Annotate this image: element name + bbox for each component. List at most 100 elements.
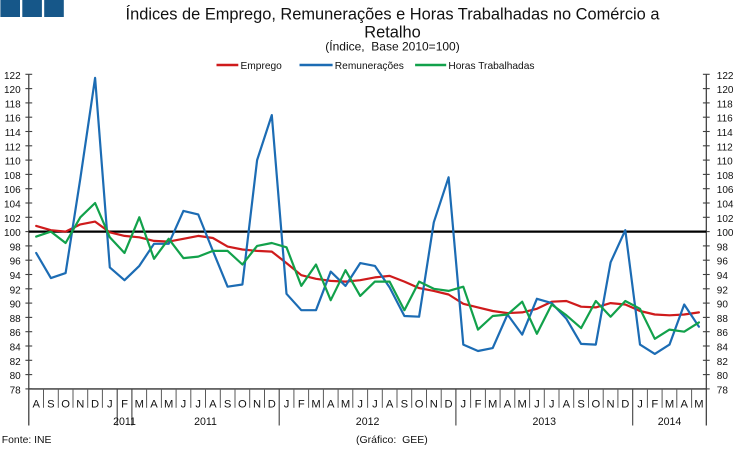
svg-text:Emprego: Emprego: [241, 61, 283, 72]
svg-text:80: 80: [717, 371, 729, 382]
svg-text:J: J: [195, 398, 201, 410]
svg-text:N: N: [430, 398, 438, 410]
svg-text:J: J: [107, 398, 113, 410]
svg-text:114: 114: [5, 128, 21, 139]
svg-text:F: F: [298, 398, 305, 410]
svg-text:86: 86: [717, 328, 729, 339]
svg-text:D: D: [621, 398, 629, 410]
svg-text:M: M: [311, 398, 320, 410]
svg-text:F: F: [651, 398, 658, 410]
svg-text:D: D: [91, 398, 99, 410]
svg-text:88: 88: [717, 314, 729, 325]
svg-text:D: D: [268, 398, 276, 410]
svg-text:F: F: [475, 398, 482, 410]
svg-text:84: 84: [10, 343, 22, 354]
svg-text:J: J: [181, 398, 187, 410]
svg-text:S: S: [224, 398, 231, 410]
svg-text:118: 118: [5, 99, 21, 110]
svg-text:F: F: [121, 398, 128, 410]
svg-text:98: 98: [10, 242, 22, 253]
svg-text:O: O: [238, 398, 247, 410]
svg-text:90: 90: [717, 300, 729, 311]
svg-text:82: 82: [10, 357, 22, 368]
svg-text:108: 108: [717, 171, 734, 182]
svg-text:118: 118: [717, 99, 733, 110]
svg-text:J: J: [461, 398, 467, 410]
svg-text:D: D: [445, 398, 453, 410]
svg-text:100: 100: [4, 228, 21, 239]
svg-text:M: M: [341, 398, 350, 410]
svg-text:A: A: [32, 398, 40, 410]
svg-text:J: J: [284, 398, 290, 410]
svg-text:S: S: [47, 398, 54, 410]
svg-text:M: M: [164, 398, 173, 410]
svg-text:82: 82: [717, 357, 729, 368]
svg-text:104: 104: [717, 200, 734, 211]
svg-text:112: 112: [717, 142, 733, 153]
svg-text:114: 114: [717, 128, 733, 139]
svg-text:96: 96: [10, 257, 22, 268]
svg-text:M: M: [518, 398, 527, 410]
svg-text:94: 94: [717, 271, 729, 282]
svg-text:96: 96: [717, 257, 729, 268]
svg-text:M: M: [135, 398, 144, 410]
svg-text:A: A: [386, 398, 394, 410]
svg-text:106: 106: [717, 185, 734, 196]
svg-text:122: 122: [717, 71, 734, 82]
svg-text:(Índice, Base 2010=100): (Índice, Base 2010=100): [325, 38, 459, 53]
svg-text:J: J: [534, 398, 540, 410]
svg-text:102: 102: [717, 214, 734, 225]
svg-text:120: 120: [717, 85, 734, 96]
svg-text:92: 92: [10, 285, 22, 296]
svg-text:M: M: [665, 398, 674, 410]
svg-text:A: A: [563, 398, 571, 410]
svg-text:J: J: [372, 398, 378, 410]
svg-text:78: 78: [717, 385, 729, 396]
svg-text:104: 104: [4, 200, 21, 211]
svg-text:S: S: [401, 398, 408, 410]
svg-text:Índices de Emprego, Remuneraçõ: Índices de Emprego, Remunerações e Horas…: [126, 5, 661, 24]
svg-text:A: A: [209, 398, 217, 410]
svg-text:N: N: [253, 398, 261, 410]
svg-text:86: 86: [10, 328, 22, 339]
svg-text:A: A: [327, 398, 335, 410]
svg-text:80: 80: [10, 371, 22, 382]
svg-text:110: 110: [717, 157, 733, 168]
svg-text:M: M: [694, 398, 703, 410]
svg-text:2011: 2011: [113, 416, 136, 428]
svg-text:Fonte: INE: Fonte: INE: [2, 435, 52, 446]
svg-text:112: 112: [5, 142, 21, 153]
svg-text:110: 110: [5, 157, 21, 168]
svg-text:N: N: [607, 398, 615, 410]
svg-text:Remunerações: Remunerações: [335, 61, 404, 72]
svg-text:108: 108: [4, 171, 21, 182]
svg-text:102: 102: [4, 214, 21, 225]
svg-text:92: 92: [717, 285, 729, 296]
svg-text:106: 106: [4, 185, 21, 196]
svg-text:J: J: [549, 398, 555, 410]
svg-text:2014: 2014: [658, 416, 682, 428]
svg-text:78: 78: [10, 385, 22, 396]
svg-text:116: 116: [717, 114, 733, 125]
svg-text:O: O: [61, 398, 70, 410]
svg-text:(Gráfico: GEE): (Gráfico: GEE): [356, 434, 428, 446]
svg-text:O: O: [415, 398, 424, 410]
svg-text:90: 90: [10, 300, 22, 311]
svg-text:Retalho: Retalho: [364, 24, 421, 42]
svg-text:94: 94: [10, 271, 22, 282]
svg-text:2013: 2013: [533, 416, 557, 428]
svg-text:A: A: [504, 398, 512, 410]
svg-text:A: A: [150, 398, 158, 410]
svg-text:O: O: [591, 398, 600, 410]
svg-text:2011: 2011: [194, 416, 217, 428]
svg-text:M: M: [488, 398, 497, 410]
svg-text:120: 120: [4, 85, 21, 96]
svg-text:S: S: [577, 398, 584, 410]
svg-text:J: J: [637, 398, 643, 410]
svg-text:Horas Trabalhadas: Horas Trabalhadas: [448, 61, 534, 72]
svg-text:2012: 2012: [356, 416, 380, 428]
svg-text:116: 116: [5, 114, 21, 125]
svg-text:84: 84: [717, 343, 729, 354]
svg-text:A: A: [680, 398, 688, 410]
svg-text:N: N: [76, 398, 84, 410]
